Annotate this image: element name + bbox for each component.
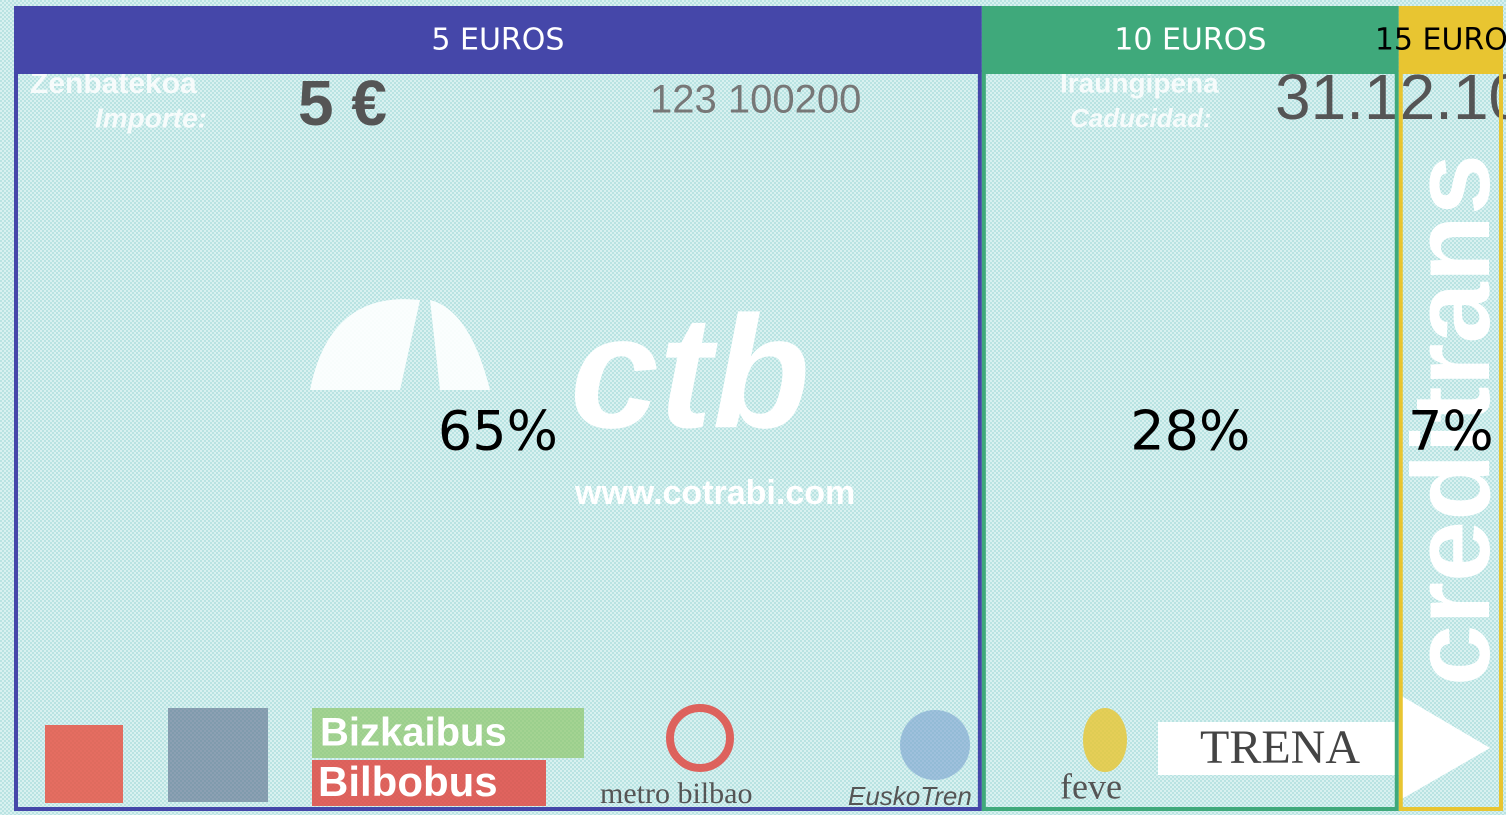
legend-label: 5 EUROS: [431, 23, 564, 58]
ticket-text: TRENA: [1200, 721, 1360, 774]
ticket-text: www.cotrabi.com: [574, 474, 855, 512]
value-label: 28%: [1130, 400, 1250, 463]
page: Zenbatekoa Importe: 5 € 123 100200 Iraun…: [0, 0, 1506, 815]
ticket-text: Bilbobus: [318, 758, 498, 805]
operator-logo: [1083, 708, 1127, 772]
ticket-text: feve: [1060, 766, 1122, 806]
legend-label: 15 EUROS: [1375, 23, 1506, 58]
operator-logo: [45, 725, 123, 803]
ticket-text: metro bilbao: [600, 777, 752, 810]
value-label: 7%: [1408, 400, 1494, 463]
operator-logo: [900, 710, 970, 780]
ticket-text: 123 100200: [650, 78, 861, 122]
ticket-text: 5 €: [298, 67, 387, 139]
ticket-text: EuskoTren: [848, 781, 972, 811]
operator-logo: [168, 708, 268, 802]
chart: Zenbatekoa Importe: 5 € 123 100200 Iraun…: [0, 0, 1506, 815]
legend-label: 10 EUROS: [1114, 23, 1266, 58]
value-label: 65%: [438, 400, 558, 463]
ticket-text: Bizkaibus: [320, 711, 507, 755]
ticket-text: Importe:: [95, 102, 207, 133]
ticket-text: ctb: [570, 282, 810, 461]
ticket-text: Caducidad:: [1070, 103, 1212, 133]
